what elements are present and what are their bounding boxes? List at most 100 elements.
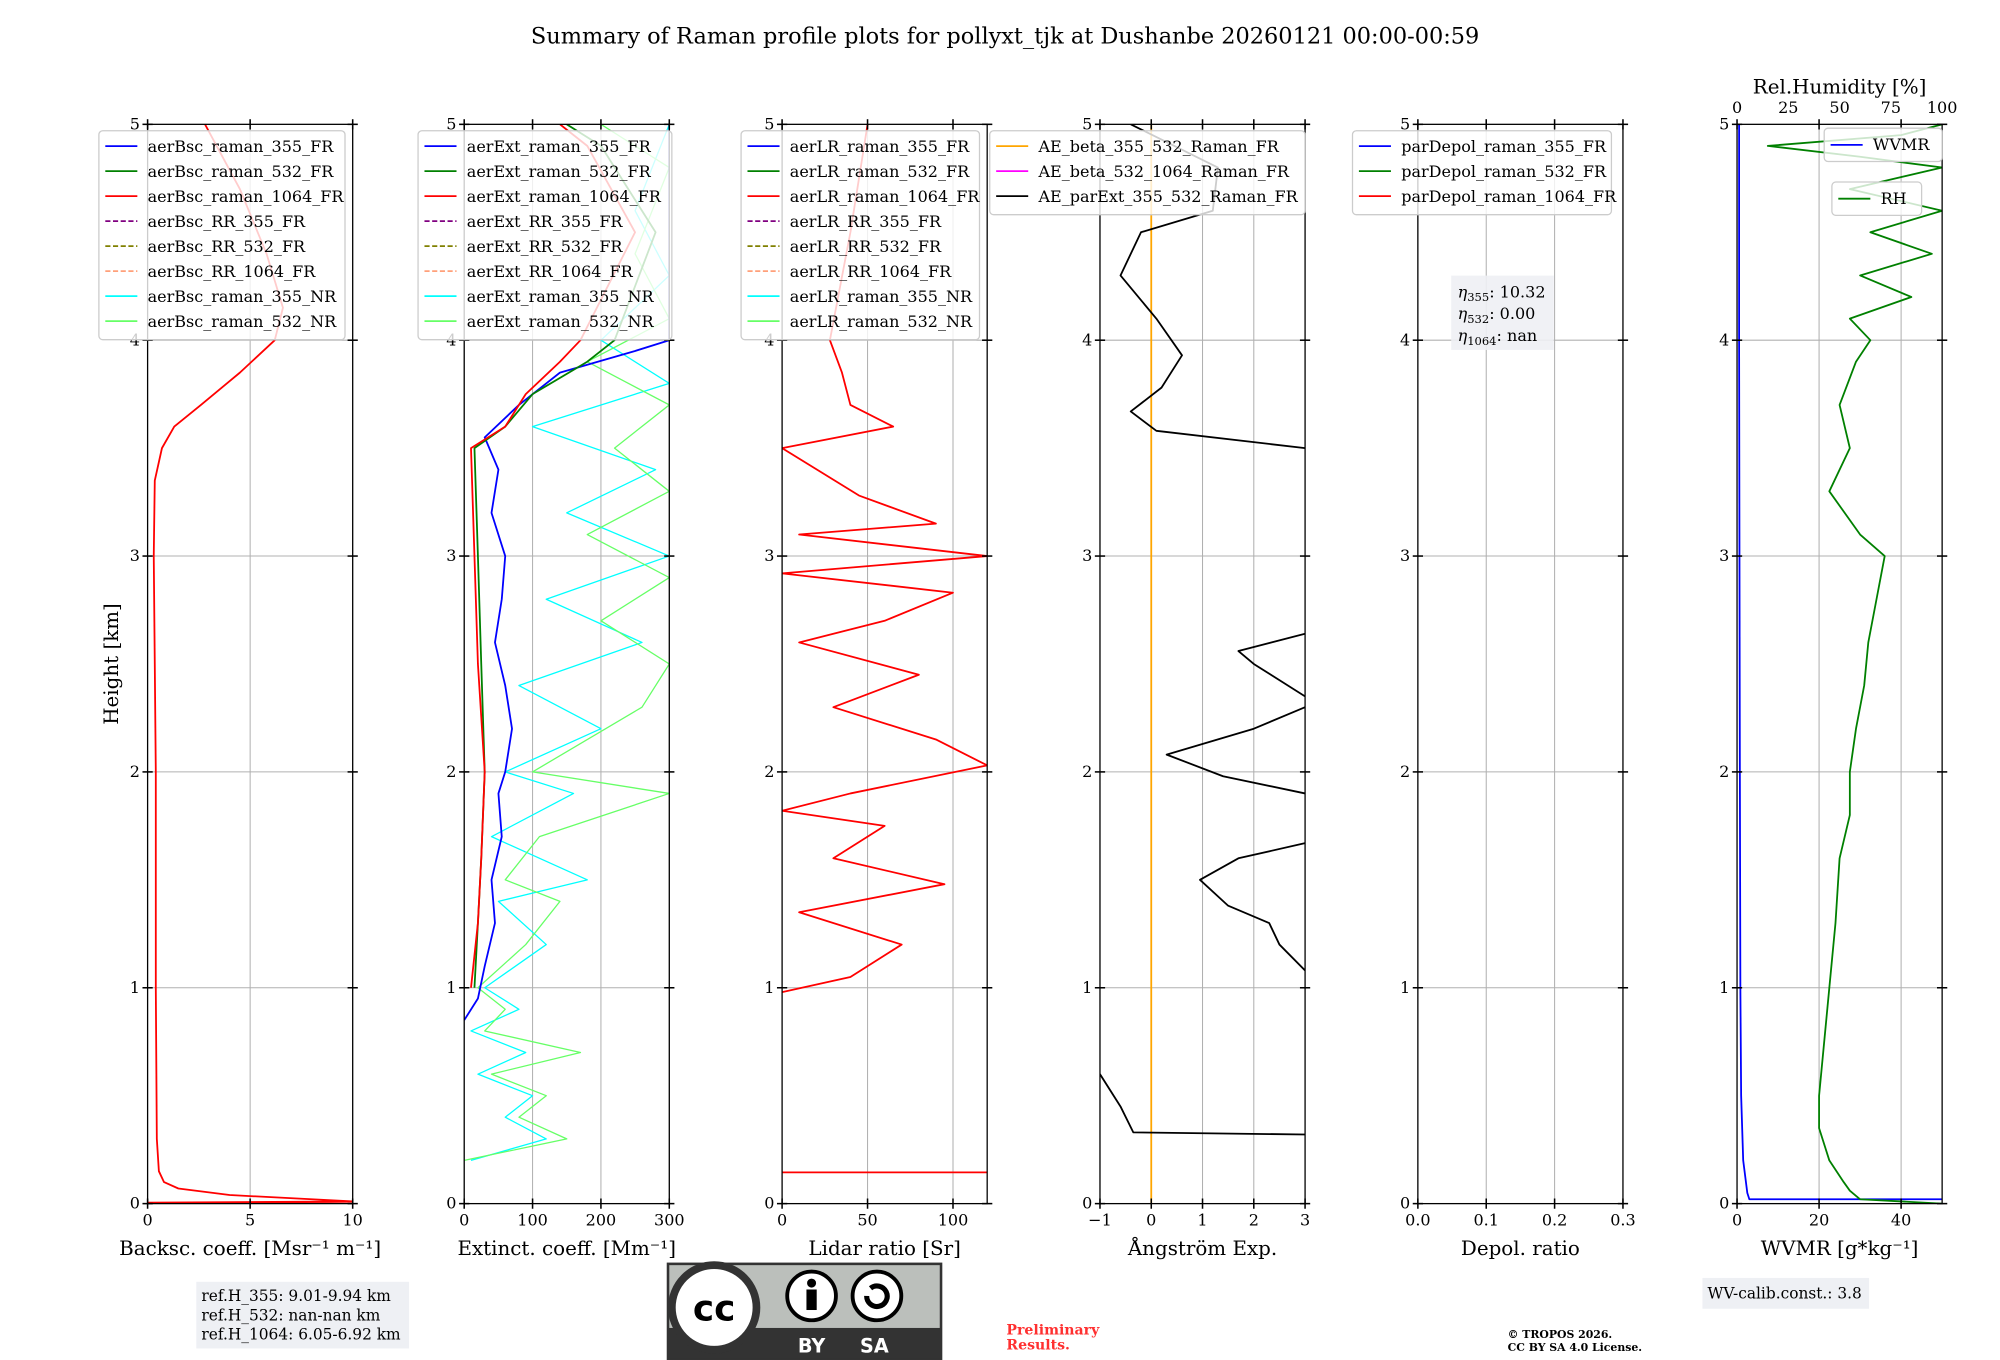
legend: aerExt_raman_355_FR aerExt_raman_532_FRae… (417, 130, 673, 341)
legend-entry: aerExt_RR_355_FR (467, 212, 624, 231)
x-axis-label: Backsc. coeff. [Msr⁻¹ m⁻¹] (119, 1237, 381, 1260)
x-tick-label: 0 (459, 1210, 469, 1229)
y-tick-label: 5 (1082, 114, 1092, 133)
series-line-RH (1766, 124, 1943, 1204)
y-axis-label: Height [km] (100, 603, 123, 725)
legend-box (740, 130, 981, 341)
y-tick-label: 1 (1400, 978, 1410, 997)
legend-entry: parDepol_raman_532_FR (1401, 162, 1607, 181)
eta-box (1451, 275, 1554, 350)
legend-box (1351, 130, 1613, 216)
refh-532: ref.H_532: nan-nan km (201, 1306, 380, 1324)
x-tick-label: 0.1 (1473, 1210, 1498, 1229)
legend-entry: aerExt_raman_532_NR (467, 312, 655, 331)
refh-355: ref.H_355: 9.01-9.94 km (201, 1287, 391, 1305)
legend-entry: WVMR (1873, 135, 1930, 154)
y-tick-label: 1 (1082, 978, 1092, 997)
refh-box (196, 1281, 410, 1349)
legend-entry: AE_beta_355_532_Raman_FR (1037, 137, 1279, 156)
legend-entry: aerBsc_RR_355_FR (148, 212, 306, 231)
legend-entry: aerExt_raman_532_FR (467, 162, 652, 181)
copyright-line2: CC BY SA 4.0 License. (1508, 1341, 1642, 1354)
axes-frame (781, 123, 988, 1205)
y-tick-label: 4 (1400, 330, 1410, 349)
legend-entry: aerLR_raman_532_FR (790, 162, 970, 181)
legend-box (989, 130, 1306, 216)
y-tick-label: 1 (1719, 978, 1729, 997)
results-label: Results. (1006, 1338, 1070, 1354)
series-line-aerExt_raman_355_FR (464, 124, 670, 1021)
legend-wvmr: WVMR (1823, 127, 1943, 163)
x-tick-label: 0.2 (1542, 1210, 1567, 1229)
y-tick-label: 4 (1082, 330, 1092, 349)
y-tick-label: 0 (130, 1194, 140, 1213)
legend-entry: aerExt_raman_355_FR (467, 137, 652, 156)
plot-area (1738, 124, 1943, 1204)
y-tick-label: 3 (1082, 546, 1092, 565)
refh-1064: ref.H_1064: 6.05-6.92 km (201, 1325, 401, 1343)
x-tick-label: −1 (1088, 1210, 1112, 1229)
x-tick-label: 0.3 (1610, 1210, 1635, 1229)
y-tick-label: 5 (446, 114, 456, 133)
legend-entry: AE_parExt_355_532_Raman_FR (1037, 187, 1298, 206)
y-tick-label: 3 (446, 546, 456, 565)
y-tick-label: 5 (1400, 114, 1410, 133)
preliminary-label: Preliminary (1006, 1322, 1100, 1338)
legend: AE_beta_355_532_Raman_FR AE_beta_532_1064… (989, 130, 1306, 216)
x-tick-label: 300 (654, 1210, 685, 1229)
plot-area (1099, 124, 1306, 1204)
axes-frame (1736, 123, 1943, 1205)
y-tick-label: 2 (1400, 762, 1410, 781)
x-tick-label: 0 (1732, 1210, 1742, 1229)
copyright-line1: © TROPOS 2026. (1508, 1328, 1613, 1341)
legend-entry: aerLR_RR_355_FR (790, 212, 942, 231)
legend-entry: aerLR_RR_1064_FR (790, 262, 952, 281)
series-line-WVMR (1738, 124, 1943, 1201)
badge-by: BY (798, 1334, 827, 1357)
top-x-axis-label: Rel.Humidity [%] (1753, 76, 1927, 99)
x-tick-label: 0 (777, 1210, 787, 1229)
x-tick-label: 100 (517, 1210, 548, 1229)
y-tick-label: 0 (1082, 1194, 1092, 1213)
x-axis-label: Depol. ratio (1461, 1237, 1580, 1260)
y-tick-label: 0 (764, 1194, 774, 1213)
legend-entry: aerLR_raman_355_FR (790, 137, 970, 156)
plot-area (464, 124, 670, 1162)
wv-calib-box (1702, 1277, 1870, 1309)
legend-entry: aerBsc_raman_355_NR (148, 287, 338, 306)
y-tick-label: 5 (764, 114, 774, 133)
legend-entry: aerExt_RR_1064_FR (467, 262, 634, 281)
legend-entry: aerLR_raman_355_NR (790, 287, 973, 306)
y-tick-label: 1 (446, 978, 456, 997)
y-tick-label: 2 (1082, 762, 1092, 781)
x-tick-label: 10 (342, 1210, 362, 1229)
y-tick-label: 3 (764, 546, 774, 565)
legend: aerLR_raman_355_FR aerLR_raman_532_FR aerL… (740, 130, 981, 341)
series-line-AE_parExt_355_532_Raman_FR (1099, 124, 1306, 1136)
panel-2: 0123450100200300Extinct. coeff. [Mm⁻¹]ae… (417, 114, 685, 1260)
legend-entry: aerBsc_raman_532_NR (148, 312, 338, 331)
x-axis-label: Ångström Exp. (1127, 1235, 1277, 1260)
series-line-aerLR_raman_1064_FR (782, 124, 988, 1174)
y-tick-label: 3 (1719, 546, 1729, 565)
legend-box (1823, 127, 1943, 163)
svg-text:cc: cc (693, 1288, 736, 1329)
cc-logo-icon (668, 1261, 761, 1354)
legend-entry: aerBsc_RR_532_FR (148, 237, 306, 256)
eta-532: η532: 0.00 (1458, 304, 1536, 326)
y-tick-label: 2 (764, 762, 774, 781)
x-tick-label: 50 (857, 1210, 877, 1229)
x-tick-label: 0 (1146, 1210, 1156, 1229)
series-line-aerExt_raman_532_NR (464, 124, 670, 1162)
top-x-tick-label: 25 (1778, 98, 1798, 117)
legend-entry: aerBsc_raman_1064_FR (148, 187, 345, 206)
legend-entry: aerBsc_raman_532_FR (148, 162, 335, 181)
x-tick-label: 100 (938, 1210, 969, 1229)
y-tick-label: 2 (446, 762, 456, 781)
y-tick-label: 2 (130, 762, 140, 781)
panel-5: 0 1 2 3 4 5 0.0 0.1 0.2 0.3 Depol. ratio parDepol_r… (1351, 114, 1636, 1260)
x-tick-label: 3 (1300, 1210, 1310, 1229)
